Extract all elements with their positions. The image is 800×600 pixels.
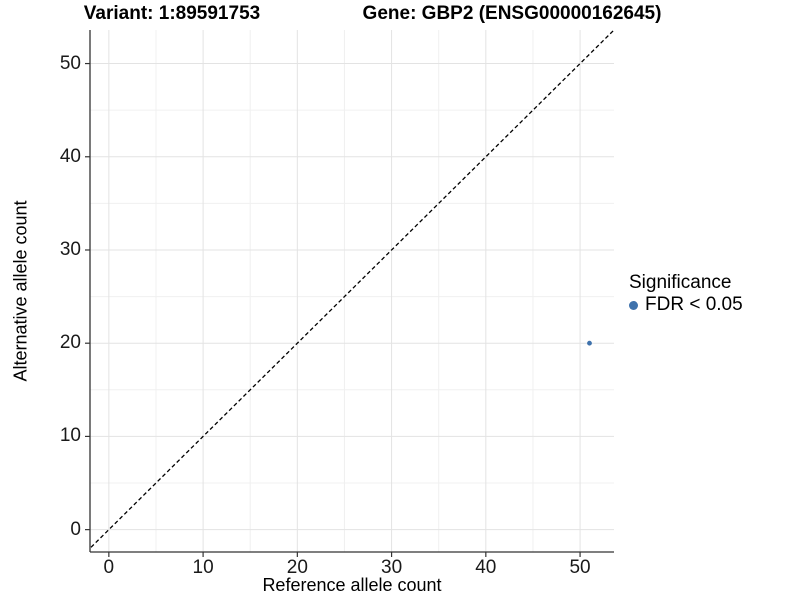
data-point [587,340,592,346]
x-tick-label: 50 [569,557,591,578]
x-tick-label: 40 [475,557,497,578]
plot-title-variant: Variant: 1:89591753 [83,3,261,24]
x-tick-label: 30 [381,557,403,578]
identity-dashed-line [90,30,614,550]
y-tick-label: 40 [59,145,81,167]
y-tick-label: 30 [59,238,81,260]
x-axis-title: Reference allele count [262,575,442,595]
x-tick-label: 20 [286,557,308,578]
y-tick-label: 0 [70,518,81,540]
y-tick-label: 50 [59,52,81,74]
x-tick-label: 0 [103,557,115,578]
plot-title-gene: Gene: GBP2 (ENSG00000162645) [362,3,662,24]
legend: Significance FDR < 0.05 [629,272,794,316]
legend-item-fdr: FDR < 0.05 [629,294,794,316]
x-tick-label: 10 [192,557,214,578]
y-tick-label: 10 [59,425,81,447]
legend-item-label: FDR < 0.05 [645,294,743,315]
legend-point-icon [629,300,638,310]
legend-title: Significance [629,272,732,293]
y-axis-title: Alternative allele count [10,200,31,382]
y-tick-label: 20 [59,332,81,354]
